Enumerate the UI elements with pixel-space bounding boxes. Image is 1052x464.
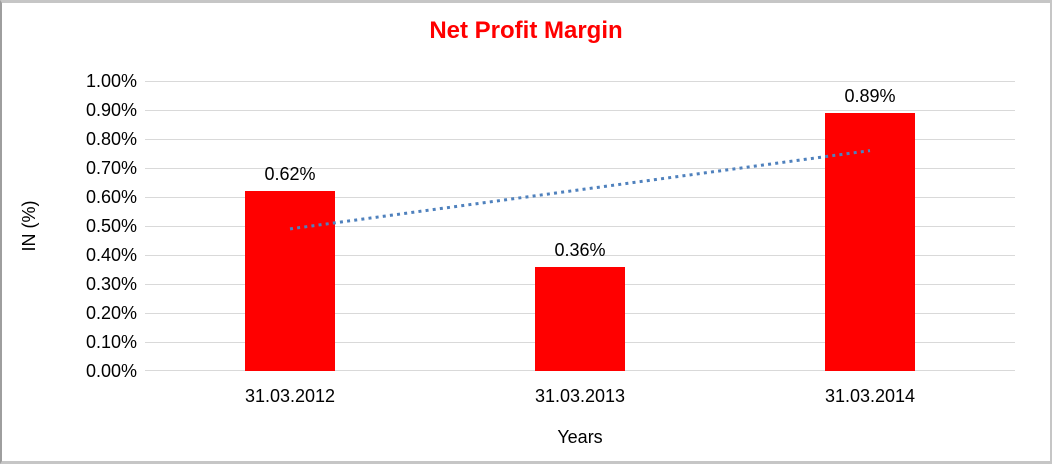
y-tick-label: 0.60% bbox=[85, 187, 137, 207]
chart-title: Net Profit Margin bbox=[429, 17, 623, 44]
gridline bbox=[145, 197, 1015, 198]
y-tick-label: 0.20% bbox=[85, 303, 137, 323]
bar-data-label: 0.89% bbox=[844, 85, 896, 106]
bar bbox=[245, 191, 335, 371]
y-tick-label: 0.50% bbox=[85, 216, 137, 236]
gridline bbox=[145, 139, 1015, 140]
plot-area: 0.62% 0.36% 0.89% bbox=[145, 81, 1015, 371]
x-axis-title: Years bbox=[557, 427, 603, 447]
x-tick-label: 31.03.2014 bbox=[824, 386, 916, 406]
bar-data-label: 0.62% bbox=[264, 164, 316, 185]
y-tick-label: 0.10% bbox=[85, 332, 137, 352]
x-tick-label: 31.03.2013 bbox=[534, 386, 626, 406]
y-tick-label: 0.30% bbox=[85, 274, 137, 294]
trendline bbox=[289, 149, 871, 231]
gridline bbox=[145, 255, 1015, 256]
gridline bbox=[145, 110, 1015, 111]
y-tick-label: 0.80% bbox=[85, 129, 137, 149]
gridline bbox=[145, 226, 1015, 227]
bar-data-label: 0.36% bbox=[554, 239, 606, 260]
y-tick-label: 0.40% bbox=[85, 245, 137, 265]
x-tick-label: 31.03.2012 bbox=[244, 386, 336, 406]
gridline bbox=[145, 168, 1015, 169]
y-tick-label: 0.70% bbox=[85, 158, 137, 178]
y-tick-label: 0.00% bbox=[85, 361, 137, 381]
gridline bbox=[145, 81, 1015, 82]
y-tick-label: 1.00% bbox=[85, 71, 137, 91]
y-tick-label: 0.90% bbox=[85, 100, 137, 120]
bar bbox=[535, 266, 625, 371]
